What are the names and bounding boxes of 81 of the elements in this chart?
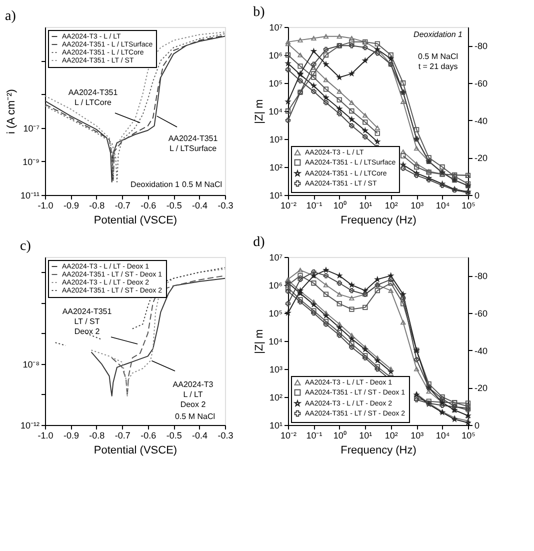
y2-tick-label: -20 — [474, 153, 488, 164]
x-tick-label: -0.3 — [218, 200, 234, 210]
x-tick-label: 10² — [384, 200, 398, 210]
y-tick-label: 10⁻¹¹ — [20, 190, 40, 200]
y-tick-label: 10¹ — [269, 420, 282, 430]
x-tick-label: 10⁻² — [280, 430, 297, 440]
x-tick-label: 10¹ — [359, 200, 372, 210]
x-tick-label: -0.6 — [140, 430, 156, 440]
y2-tick-label: -60 — [474, 78, 488, 88]
x-tick-label: 10⁻¹ — [306, 200, 322, 210]
y2-tick-label: 0 — [474, 190, 480, 200]
y-tick-label: 10⁶ — [268, 50, 283, 60]
annotation: 0.5 M NaCl t = 21 days — [418, 52, 458, 71]
y-tick-label: 10² — [269, 392, 282, 402]
y-tick-label: 10³ — [269, 134, 282, 144]
x-tick-label: 10⁰ — [333, 200, 346, 210]
y-tick-label: 10⁵ — [268, 78, 283, 88]
annotation: AA2024-T351 L / LTSurface — [168, 134, 218, 153]
y2-tick-label: -80 — [474, 41, 488, 52]
annotation: Deoxidation 1 — [414, 30, 462, 39]
y2-tick-label: -80 — [474, 271, 488, 282]
x-axis-title: Frequency (Hz) — [340, 444, 416, 456]
y2-tick-label: -40 — [474, 346, 488, 356]
y-axis-title: i (A cm⁻²) — [5, 89, 18, 134]
y-tick-label: 10¹ — [269, 190, 282, 200]
x-tick-label: 10³ — [410, 430, 424, 440]
x-tick-label: 10⁻¹ — [306, 430, 322, 440]
x-tick-label: 10⁴ — [436, 200, 450, 210]
x-tick-label: -1.0 — [38, 430, 54, 440]
x-tick-label: -0.4 — [192, 200, 208, 210]
x-tick-label: -0.5 — [166, 200, 182, 210]
x-tick-label: -0.7 — [114, 430, 130, 440]
y-tick-label: 10⁵ — [268, 308, 283, 318]
x-tick-label: -0.7 — [114, 200, 130, 210]
y-tick-label: 10⁴ — [268, 336, 283, 346]
x-tick-label: 10⁰ — [333, 430, 346, 440]
x-tick-label: -0.6 — [140, 200, 156, 210]
x-tick-label: 10⁵ — [462, 200, 476, 210]
y-tick-label: 10³ — [269, 364, 282, 374]
x-axis-title: Frequency (Hz) — [340, 214, 416, 226]
y-tick-label: 10² — [269, 162, 282, 172]
annotation: AA2024-T351 LT / ST Deox 2 — [62, 307, 112, 336]
chart-title: b) — [253, 5, 266, 20]
annotation: Deoxidation 1 — [130, 180, 180, 189]
y-tick-label: 10⁷ — [269, 252, 282, 262]
x-tick-label: -0.4 — [192, 430, 208, 440]
annotation: 0.5 M NaCl — [174, 412, 216, 421]
y-axis-title: |Z| m — [254, 99, 266, 124]
x-axis-title: Potential (VSCE) — [94, 444, 178, 456]
y-tick-label: 10⁻¹² — [20, 420, 40, 430]
x-tick-label: 10¹ — [359, 430, 372, 440]
x-tick-label: 10⁴ — [436, 430, 450, 440]
y-axis-title: |Z| m — [254, 329, 266, 354]
y-tick-label: 10⁻⁸ — [22, 359, 40, 370]
y-tick-label: 10⁷ — [269, 22, 282, 32]
y-tick-label: 10⁶ — [268, 280, 283, 290]
chart-title: c) — [20, 239, 32, 254]
y2-tick-label: -60 — [474, 308, 488, 318]
x-tick-label: 10³ — [410, 200, 424, 210]
y-tick-label: 10⁻⁷ — [23, 123, 40, 134]
chart-title: a) — [4, 9, 16, 24]
y2-tick-label: -40 — [474, 116, 488, 126]
x-tick-label: -0.9 — [63, 200, 79, 210]
annotation: AA2024-T351 L / LTCore — [68, 88, 118, 107]
x-tick-label: 10⁵ — [462, 430, 476, 440]
y-tick-label: 10⁻⁹ — [22, 156, 40, 167]
x-tick-label: -0.5 — [166, 430, 182, 440]
x-tick-label: -0.3 — [218, 430, 234, 440]
x-tick-label: -0.8 — [89, 430, 105, 440]
x-tick-label: -0.8 — [89, 200, 105, 210]
y-tick-label: 10⁴ — [268, 106, 283, 116]
x-tick-label: 10² — [384, 430, 398, 440]
y2-tick-label: 0 — [474, 420, 480, 430]
chart-title: d) — [253, 235, 266, 250]
annotation: 0.5 M NaCl — [182, 180, 222, 189]
annotation: AA2024-T3 L / LT Deox 2 — [172, 380, 214, 409]
x-axis-title: Potential (VSCE) — [94, 214, 178, 226]
x-tick-label: 10⁻² — [280, 200, 297, 210]
x-tick-label: -1.0 — [38, 200, 54, 210]
y2-tick-label: -20 — [474, 383, 488, 394]
x-tick-label: -0.9 — [63, 430, 79, 440]
